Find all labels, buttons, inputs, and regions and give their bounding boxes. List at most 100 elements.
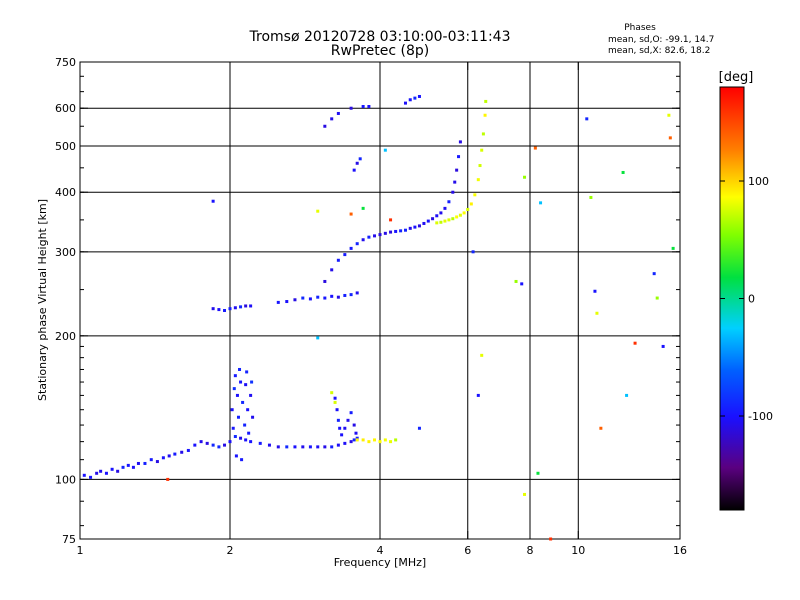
data-point xyxy=(349,106,353,110)
data-point xyxy=(361,206,365,210)
data-point xyxy=(426,219,430,223)
data-point xyxy=(239,305,243,309)
data-point xyxy=(399,229,403,233)
data-point xyxy=(595,311,599,315)
data-point xyxy=(355,161,359,165)
data-point xyxy=(251,415,255,419)
data-point xyxy=(293,445,297,449)
data-point xyxy=(149,458,153,462)
data-point xyxy=(408,98,412,102)
data-point xyxy=(367,105,371,109)
data-point xyxy=(349,212,353,216)
data-point xyxy=(481,132,485,136)
data-point xyxy=(249,440,253,444)
data-point xyxy=(473,193,477,197)
data-point xyxy=(323,279,327,283)
grid-lines xyxy=(80,62,680,539)
data-point xyxy=(323,124,327,128)
data-point xyxy=(249,393,253,397)
data-point xyxy=(244,438,248,442)
data-point xyxy=(668,136,672,140)
data-point xyxy=(655,296,659,300)
data-point xyxy=(358,157,362,161)
data-point xyxy=(439,220,443,224)
data-point xyxy=(240,458,244,462)
data-point xyxy=(343,293,347,297)
data-point xyxy=(89,475,93,479)
data-point xyxy=(599,426,603,430)
data-point xyxy=(243,423,247,427)
data-point xyxy=(333,396,337,400)
data-point xyxy=(389,230,393,234)
data-point xyxy=(453,180,457,184)
data-point xyxy=(205,441,209,445)
data-point xyxy=(378,233,382,237)
data-point xyxy=(161,456,165,460)
data-point xyxy=(447,218,451,222)
data-point xyxy=(355,242,359,246)
data-point xyxy=(228,440,232,444)
data-point xyxy=(378,440,382,444)
data-point xyxy=(661,344,665,348)
data-point xyxy=(383,438,387,442)
data-point xyxy=(352,423,356,427)
y-tick-label: 400 xyxy=(55,186,76,199)
data-point xyxy=(443,219,447,223)
data-point xyxy=(316,445,320,449)
colorbar-tick-label: -100 xyxy=(748,410,773,423)
data-point xyxy=(447,200,451,204)
data-point xyxy=(394,438,398,442)
data-point xyxy=(308,297,312,301)
data-point xyxy=(136,461,140,465)
data-point xyxy=(95,471,99,475)
data-point xyxy=(217,308,221,312)
data-point xyxy=(354,431,358,435)
data-point xyxy=(338,426,342,430)
data-point xyxy=(330,391,334,395)
data-point xyxy=(367,440,371,444)
data-point xyxy=(478,164,482,168)
data-point xyxy=(333,400,337,404)
data-point xyxy=(422,221,426,225)
data-point xyxy=(413,225,417,229)
data-point xyxy=(514,279,518,283)
data-point xyxy=(480,353,484,357)
data-point xyxy=(373,234,377,238)
colorbar-tick-label: 0 xyxy=(748,293,755,306)
data-point xyxy=(336,258,340,262)
x-tick-label: 6 xyxy=(464,544,471,557)
x-tick-label: 10 xyxy=(571,544,585,557)
data-point xyxy=(335,408,339,412)
axis-ticks: 1 2 4 6 8 10 16 75 100 200 300 400 500 600 750 xyxy=(55,56,687,557)
data-point xyxy=(180,450,184,454)
data-point xyxy=(228,307,232,311)
data-point xyxy=(431,217,435,221)
data-point xyxy=(367,235,371,239)
data-point xyxy=(523,175,527,179)
data-point xyxy=(349,411,353,415)
data-point xyxy=(621,170,625,174)
data-point xyxy=(276,445,280,449)
data-point xyxy=(99,469,103,473)
data-point xyxy=(413,96,417,100)
data-point xyxy=(593,289,597,293)
data-point xyxy=(246,408,250,412)
data-point xyxy=(193,443,197,447)
x-tick-label: 2 xyxy=(227,544,234,557)
data-point xyxy=(238,367,242,371)
data-point xyxy=(239,436,243,440)
data-point xyxy=(316,209,320,213)
data-points xyxy=(82,94,675,541)
data-point xyxy=(249,304,253,308)
data-point xyxy=(276,300,280,304)
data-point xyxy=(231,426,235,430)
data-point xyxy=(373,438,377,442)
data-point xyxy=(110,467,114,471)
data-point xyxy=(301,296,305,300)
data-point xyxy=(389,218,393,222)
data-point xyxy=(217,445,221,449)
data-point xyxy=(211,199,215,203)
data-point xyxy=(233,435,237,439)
phase-box-o-line: mean, sd,O: -99.1, 14.7 xyxy=(608,35,714,45)
data-point xyxy=(330,445,334,449)
